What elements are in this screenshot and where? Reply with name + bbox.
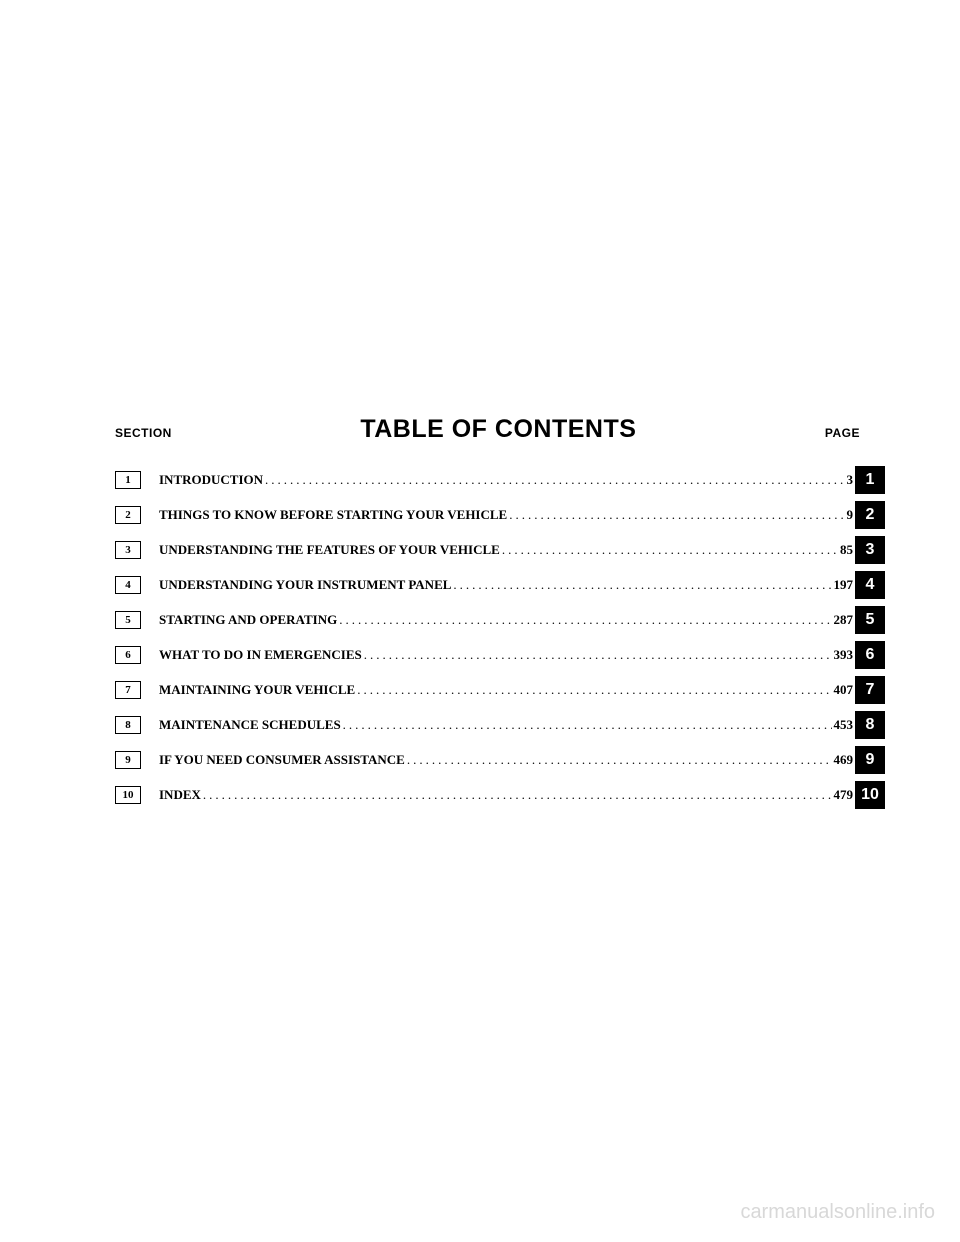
dot-leader: ........................................… xyxy=(407,752,832,768)
page-content: SECTION TABLE OF CONTENTS PAGE 1INTRODUC… xyxy=(115,415,885,812)
section-number-box: 7 xyxy=(115,681,141,699)
toc-content: MAINTAINING YOUR VEHICLE................… xyxy=(159,682,855,698)
toc-row: 6WHAT TO DO IN EMERGENCIES..............… xyxy=(115,637,885,672)
section-number-box: 2 xyxy=(115,506,141,524)
side-tab: 4 xyxy=(855,571,885,599)
side-tab: 10 xyxy=(855,781,885,809)
toc-row: 7MAINTAINING YOUR VEHICLE...............… xyxy=(115,672,885,707)
toc-title: MAINTAINING YOUR VEHICLE xyxy=(159,682,355,698)
toc-content: STARTING AND OPERATING..................… xyxy=(159,612,855,628)
dot-leader: ........................................… xyxy=(364,647,832,663)
toc-content: IF YOU NEED CONSUMER ASSISTANCE.........… xyxy=(159,752,855,768)
toc-row: 2 THINGS TO KNOW BEFORE STARTING YOUR VEH… xyxy=(115,497,885,532)
toc-list: 1INTRODUCTION...........................… xyxy=(115,462,885,812)
toc-content: INTRODUCTION............................… xyxy=(159,472,855,488)
dot-leader: ........................................… xyxy=(509,507,844,523)
dot-leader: ........................................… xyxy=(203,787,832,803)
side-tab: 1 xyxy=(855,466,885,494)
toc-page-number: 407 xyxy=(834,682,856,698)
section-number-box: 10 xyxy=(115,786,141,804)
toc-page-number: 3 xyxy=(847,472,856,488)
title-row: SECTION TABLE OF CONTENTS PAGE xyxy=(115,415,885,444)
toc-page-number: 85 xyxy=(840,542,855,558)
side-tab: 7 xyxy=(855,676,885,704)
toc-page-number: 479 xyxy=(834,787,856,803)
section-number-box: 6 xyxy=(115,646,141,664)
toc-page-number: 393 xyxy=(834,647,856,663)
dot-leader: ........................................… xyxy=(453,577,831,593)
side-tab: 3 xyxy=(855,536,885,564)
section-number-box: 9 xyxy=(115,751,141,769)
side-tab: 9 xyxy=(855,746,885,774)
toc-page-number: 197 xyxy=(834,577,856,593)
toc-title: WHAT TO DO IN EMERGENCIES xyxy=(159,647,362,663)
toc-content: WHAT TO DO IN EMERGENCIES...............… xyxy=(159,647,855,663)
toc-row: 8MAINTENANCE SCHEDULES..................… xyxy=(115,707,885,742)
toc-title: UNDERSTANDING YOUR INSTRUMENT PANEL xyxy=(159,577,451,593)
toc-title: UNDERSTANDING THE FEATURES OF YOUR VEHIC… xyxy=(159,542,500,558)
toc-row: 3 UNDERSTANDING THE FEATURES OF YOUR VEHI… xyxy=(115,532,885,567)
toc-title: INDEX xyxy=(159,787,201,803)
toc-title: THINGS TO KNOW BEFORE STARTING YOUR VEHI… xyxy=(159,507,507,523)
toc-page-number: 469 xyxy=(834,752,856,768)
toc-page-number: 9 xyxy=(847,507,856,523)
dot-leader: ........................................… xyxy=(265,472,844,488)
side-tab: 8 xyxy=(855,711,885,739)
dot-leader: ........................................… xyxy=(502,542,838,558)
side-tab: 6 xyxy=(855,641,885,669)
toc-content: MAINTENANCE SCHEDULES...................… xyxy=(159,717,855,733)
page-title: TABLE OF CONTENTS xyxy=(360,415,636,444)
toc-row: 5STARTING AND OPERATING.................… xyxy=(115,602,885,637)
toc-row: 1INTRODUCTION...........................… xyxy=(115,462,885,497)
toc-title: INTRODUCTION xyxy=(159,472,263,488)
toc-row: 10INDEX.................................… xyxy=(115,777,885,812)
toc-title: STARTING AND OPERATING xyxy=(159,612,337,628)
section-number-box: 1 xyxy=(115,471,141,489)
toc-content: THINGS TO KNOW BEFORE STARTING YOUR VEHI… xyxy=(159,507,855,523)
dot-leader: ........................................… xyxy=(339,612,831,628)
toc-row: 9IF YOU NEED CONSUMER ASSISTANCE........… xyxy=(115,742,885,777)
page-label: PAGE xyxy=(825,426,860,440)
toc-page-number: 287 xyxy=(834,612,856,628)
side-tab: 2 xyxy=(855,501,885,529)
dot-leader: ........................................… xyxy=(343,717,832,733)
toc-content: UNDERSTANDING YOUR INSTRUMENT PANEL.....… xyxy=(159,577,855,593)
section-number-box: 4 xyxy=(115,576,141,594)
toc-row: 4UNDERSTANDING YOUR INSTRUMENT PANEL....… xyxy=(115,567,885,602)
toc-content: UNDERSTANDING THE FEATURES OF YOUR VEHIC… xyxy=(159,542,855,558)
section-number-box: 8 xyxy=(115,716,141,734)
toc-title: MAINTENANCE SCHEDULES xyxy=(159,717,341,733)
dot-leader: ........................................… xyxy=(357,682,831,698)
section-number-box: 5 xyxy=(115,611,141,629)
toc-page-number: 453 xyxy=(834,717,856,733)
side-tab: 5 xyxy=(855,606,885,634)
watermark: carmanualsonline.info xyxy=(740,1201,935,1224)
section-number-box: 3 xyxy=(115,541,141,559)
section-label: SECTION xyxy=(115,426,172,440)
toc-title: IF YOU NEED CONSUMER ASSISTANCE xyxy=(159,752,405,768)
toc-content: INDEX...................................… xyxy=(159,787,855,803)
